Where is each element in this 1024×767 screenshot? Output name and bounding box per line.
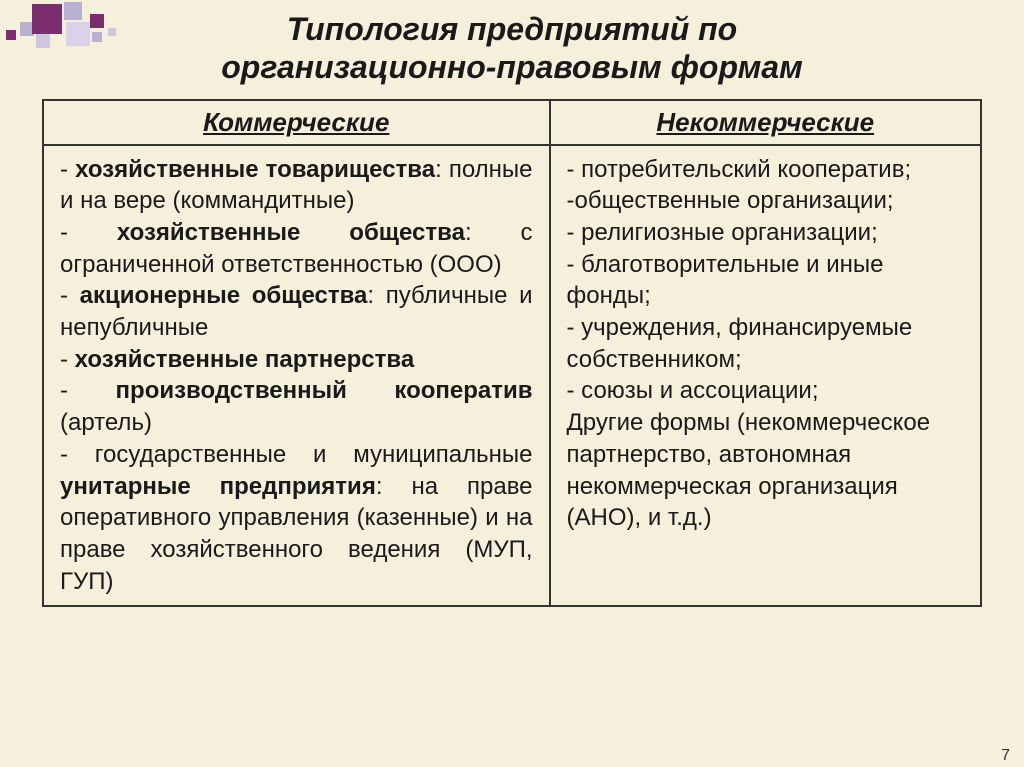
- header-commercial: Коммерческие: [43, 100, 550, 145]
- deco-square: [92, 32, 102, 42]
- header-noncommercial: Некоммерческие: [550, 100, 981, 145]
- table-body-row: - хозяйственные товарищества: полные и н…: [43, 145, 981, 606]
- title-line-2: организационно-правовым формам: [221, 49, 802, 85]
- deco-square: [108, 28, 116, 36]
- nc-line-5: - учреждения, финансируемые собственнико…: [567, 314, 913, 373]
- deco-square: [66, 22, 90, 46]
- deco-square: [32, 4, 62, 34]
- comm-pk-bold: производственный кооператив: [116, 377, 533, 404]
- table-header-row: Коммерческие Некоммерческие: [43, 100, 981, 145]
- nc-line-4: - благотворительные и иные фонды;: [567, 251, 884, 310]
- deco-square: [6, 30, 16, 40]
- nc-line-7: Другие формы (некоммерческое партнерство…: [567, 409, 931, 531]
- deco-square: [36, 34, 50, 48]
- comm-ht-bold: хозяйственные товарищества: [75, 156, 435, 183]
- typology-table: Коммерческие Некоммерческие - хозяйствен…: [42, 99, 982, 607]
- title-line-1: Типология предприятий по: [287, 11, 737, 47]
- cell-commercial: - хозяйственные товарищества: полные и н…: [43, 145, 550, 606]
- comm-pk-text: (артель): [60, 409, 152, 436]
- comm-ao-bold: акционерные общества: [80, 282, 368, 309]
- nc-line-1: - потребительский кооператив;: [567, 156, 912, 183]
- nc-line-6: - союзы и ассоциации;: [567, 377, 819, 404]
- slide: Типология предприятий по организационно-…: [0, 0, 1024, 767]
- deco-square: [90, 14, 104, 28]
- comm-gu-pre: государственные и муниципальные: [95, 441, 533, 468]
- nc-line-2: -общественные организации;: [567, 187, 894, 214]
- nc-line-3: - религиозные организации;: [567, 219, 878, 246]
- cell-noncommercial: - потребительский кооператив; -обществен…: [550, 145, 981, 606]
- slide-title: Типология предприятий по организационно-…: [0, 0, 1024, 87]
- comm-ho-bold: хозяйственные общества: [117, 219, 465, 246]
- deco-square: [64, 2, 82, 20]
- page-number: 7: [1001, 747, 1010, 765]
- decorative-squares: [0, 0, 140, 55]
- comm-gu-bold: унитарные предприятия: [60, 473, 376, 500]
- comm-hp-bold: хозяйственные партнерства: [75, 346, 415, 373]
